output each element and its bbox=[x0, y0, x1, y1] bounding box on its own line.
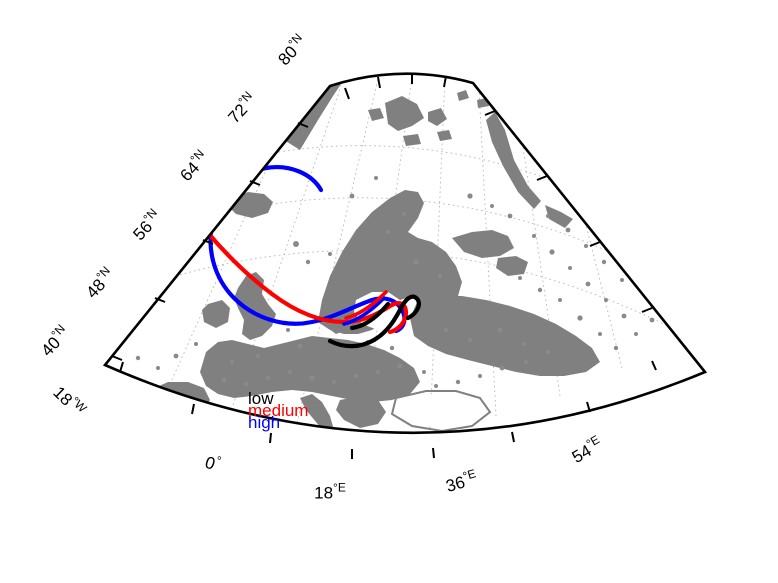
legend-item-high: high bbox=[248, 413, 281, 432]
contour-low-segment-b bbox=[349, 301, 391, 331]
contour-low bbox=[327, 294, 421, 349]
contour-medium-segment-b bbox=[344, 290, 388, 320]
contour-high-segment-b bbox=[342, 296, 386, 326]
lon-label-18e: 18°E bbox=[314, 480, 346, 503]
legend-item-medium: medium bbox=[248, 401, 309, 420]
contour-medium bbox=[205, 230, 409, 335]
legend-item-low: low bbox=[248, 389, 274, 408]
map-frame bbox=[102, 72, 708, 459]
